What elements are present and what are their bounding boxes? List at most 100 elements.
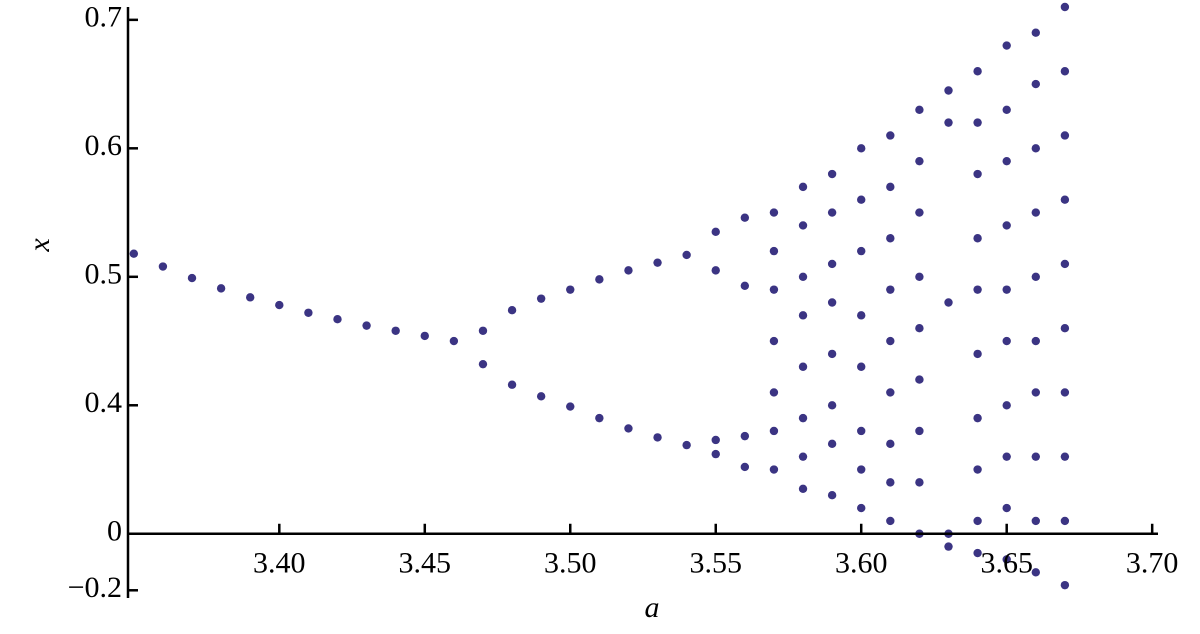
data-point (973, 413, 982, 423)
data-point (769, 336, 779, 346)
data-point (973, 349, 982, 359)
data-point (944, 298, 953, 307)
data-point (1060, 67, 1070, 76)
data-point (653, 433, 662, 442)
data-point (682, 440, 691, 450)
data-point (973, 285, 982, 294)
data-point (857, 426, 866, 436)
data-point (1031, 336, 1040, 346)
data-point (275, 300, 284, 310)
data-point (915, 478, 924, 487)
data-point (857, 503, 866, 513)
data-point (1031, 272, 1040, 282)
data-point (362, 321, 371, 330)
data-point (915, 208, 924, 217)
data-point (740, 281, 750, 290)
data-point (827, 349, 837, 359)
data-point (1002, 503, 1011, 513)
x-axis-label: a (645, 591, 660, 624)
data-point (1031, 28, 1040, 37)
data-point (304, 308, 313, 317)
data-point (798, 182, 808, 192)
data-point (915, 323, 924, 333)
data-point (566, 285, 575, 294)
data-point (740, 213, 750, 222)
data-point (973, 169, 982, 179)
data-point (915, 426, 924, 436)
data-point (1031, 452, 1040, 461)
data-point (1031, 208, 1040, 217)
data-point (769, 246, 779, 256)
data-point (246, 293, 255, 302)
data-point (1031, 388, 1040, 397)
data-point (827, 401, 837, 410)
data-point (827, 298, 837, 307)
data-point (886, 439, 895, 449)
data-point (711, 266, 720, 275)
data-point (1002, 336, 1011, 346)
data-point (769, 426, 779, 436)
data-point (886, 285, 895, 294)
data-point (653, 258, 662, 267)
data-point (827, 169, 837, 179)
data-point (129, 249, 139, 258)
data-point (886, 516, 895, 526)
data-point (798, 452, 808, 461)
y-tick-label: 0.7 (85, 1, 123, 34)
data-point (158, 262, 168, 271)
data-point (886, 131, 895, 140)
data-point (1060, 388, 1070, 397)
data-point (857, 362, 866, 371)
x-tick-label: 3.70 (1126, 547, 1179, 580)
x-tick-label: 3.65 (980, 547, 1033, 580)
data-point (449, 336, 459, 346)
data-point (1060, 259, 1070, 269)
data-point (769, 285, 779, 294)
x-tick-label: 3.50 (544, 547, 597, 580)
data-point (595, 275, 604, 284)
data-point (624, 424, 633, 433)
data-point (857, 246, 866, 256)
data-point (682, 250, 691, 260)
data-point (886, 336, 895, 346)
data-point (566, 402, 575, 411)
data-point (857, 465, 866, 474)
data-point (1002, 221, 1011, 230)
data-point (827, 208, 837, 217)
data-point (944, 118, 953, 127)
data-point (711, 449, 720, 459)
data-point (827, 259, 837, 269)
data-point (507, 306, 517, 315)
data-point (1060, 323, 1070, 333)
data-point (478, 326, 488, 335)
data-point (187, 273, 197, 283)
data-point (827, 439, 837, 449)
data-point (973, 548, 982, 558)
y-tick-label: 0.5 (85, 258, 123, 291)
data-point (624, 266, 633, 275)
x-tick-label: 3.60 (835, 547, 888, 580)
data-point (391, 326, 400, 335)
x-tick-label: 3.55 (689, 547, 742, 580)
data-point (1031, 79, 1040, 89)
data-point (857, 195, 866, 204)
data-point (915, 156, 924, 166)
data-point (798, 484, 808, 493)
data-point (478, 359, 488, 369)
data-point (944, 542, 953, 551)
y-tick-label: 0.4 (85, 386, 123, 419)
data-point (1060, 580, 1070, 590)
data-point (798, 221, 808, 230)
data-point (769, 465, 779, 474)
data-point (595, 413, 604, 423)
data-point (915, 272, 924, 282)
data-point (333, 315, 342, 324)
data-point (944, 86, 953, 95)
data-point (1031, 144, 1040, 153)
data-point (886, 388, 895, 397)
data-point (1060, 516, 1070, 526)
data-point (886, 478, 895, 487)
data-point (507, 380, 517, 389)
data-point (857, 144, 866, 153)
